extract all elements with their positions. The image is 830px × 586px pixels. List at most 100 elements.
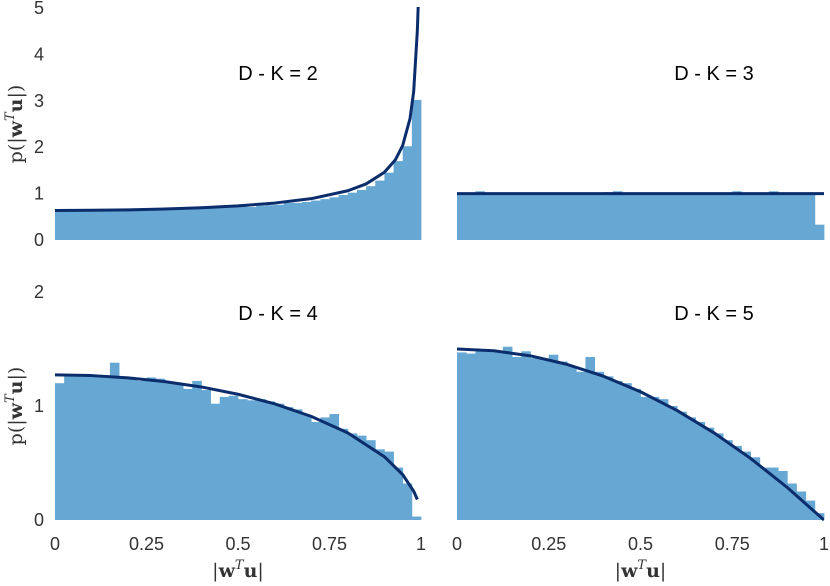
panel-2: D - K = 3 — [457, 63, 825, 240]
histogram-bar — [247, 207, 257, 240]
x-tick-label: 0.5 — [628, 534, 653, 554]
histogram-bar — [658, 192, 669, 240]
histogram-bar — [64, 210, 74, 240]
x-axis-label: |wTu| — [615, 558, 667, 582]
histogram-bar — [219, 396, 230, 520]
histogram-bar — [292, 409, 303, 520]
histogram-bar — [723, 194, 733, 240]
histogram-bar — [55, 211, 65, 240]
histogram-bar — [787, 483, 797, 520]
panel-title: D - K = 5 — [674, 303, 753, 325]
histogram-bar — [375, 449, 385, 520]
histogram-bar — [292, 202, 303, 240]
histogram-bar — [713, 193, 724, 240]
x-axis-label: |wTu| — [212, 558, 264, 582]
histogram-bar — [750, 194, 761, 240]
histogram-bar — [311, 421, 321, 520]
histogram-bar — [201, 390, 211, 520]
histogram-bar — [539, 193, 550, 240]
panel-1: D - K = 2 0 1 2 3 4 5 p(|wTu|) — [3, 0, 422, 250]
histogram-bar — [366, 440, 376, 520]
histogram-bar — [256, 205, 266, 240]
histogram-bar — [759, 467, 770, 520]
histogram-bar — [557, 193, 568, 240]
histogram-bar — [402, 483, 413, 520]
histogram-bar — [704, 194, 715, 240]
x-tick-label: 0.75 — [312, 534, 347, 554]
histogram-bar — [768, 191, 779, 240]
histogram-bar — [778, 193, 788, 240]
histogram-bar — [192, 380, 202, 520]
histogram-bar — [759, 194, 770, 240]
histogram-bar — [384, 172, 394, 240]
x-tick-label: 0 — [452, 534, 462, 554]
y-tick-label: 0 — [34, 510, 44, 530]
histogram-bar — [155, 378, 166, 520]
histogram-bar — [274, 204, 285, 240]
histogram-bar — [805, 193, 816, 240]
histogram-bar — [576, 192, 586, 240]
histogram-bar — [283, 407, 294, 520]
histogram-bar — [393, 161, 404, 240]
panel-title: D - K = 4 — [238, 303, 317, 325]
histogram-bar — [73, 374, 83, 520]
histogram-bar — [64, 376, 74, 520]
histogram-bar — [512, 356, 522, 520]
histogram-bar — [238, 399, 248, 520]
histogram-bar — [493, 193, 504, 240]
panel-3: D - K = 4 0 1 2 0 0.25 0.5 0.75 1 p(|wTu|) |wTu| — [3, 282, 426, 582]
histogram-bar — [530, 193, 540, 240]
histogram-bar — [219, 207, 230, 240]
histogram-bar — [128, 377, 138, 520]
y-tick-label: 4 — [34, 44, 44, 64]
y-axis-label: p(|wTu|) — [3, 367, 27, 446]
x-tick-label: 0 — [50, 534, 60, 554]
histogram-bar — [457, 194, 467, 240]
histogram-bar — [109, 362, 120, 520]
histogram-bar — [356, 435, 367, 520]
panel-4: D - K = 5 0 0.25 0.5 0.75 1 |wTu| — [452, 303, 829, 582]
histogram-bar — [82, 374, 92, 520]
histogram-bar — [164, 383, 175, 520]
histogram-bar — [320, 417, 330, 520]
histogram-bar — [539, 359, 550, 520]
histogram-bar — [119, 210, 129, 240]
histogram-bar — [109, 210, 120, 240]
histogram-bar — [493, 352, 504, 520]
histogram-bar — [375, 180, 385, 240]
histogram-bar — [548, 194, 559, 240]
histogram-bar — [778, 470, 788, 520]
histogram-bar — [677, 193, 687, 240]
histogram-bar — [814, 224, 825, 240]
histogram-bar — [576, 371, 586, 520]
x-tick-label: 0.25 — [531, 534, 566, 554]
histogram-bar — [622, 194, 632, 240]
histogram-bar — [329, 197, 340, 240]
histogram-bar — [384, 451, 394, 520]
density-curve — [457, 347, 824, 521]
histogram-bar — [347, 433, 358, 520]
x-tick-label: 0.5 — [225, 534, 250, 554]
histogram-bar — [567, 194, 577, 240]
y-tick-label: 0 — [34, 230, 44, 250]
histogram-bar — [466, 193, 476, 240]
panel-title: D - K = 2 — [238, 63, 317, 85]
histogram-bar — [695, 194, 706, 240]
histogram-bar — [137, 380, 147, 520]
histogram-bar — [484, 194, 495, 240]
histogram-bar — [173, 208, 184, 240]
histogram-bar — [732, 445, 742, 520]
histogram-bar — [55, 383, 65, 520]
histogram-bar — [402, 146, 413, 240]
histogram-bar — [73, 210, 83, 240]
y-tick-label: 1 — [34, 396, 44, 416]
histogram-bar — [173, 384, 184, 520]
histogram-bar — [796, 491, 807, 520]
histogram-bar — [228, 395, 239, 520]
histogram-bar — [677, 411, 687, 520]
histogram-bar — [713, 433, 724, 520]
histogram-bar — [320, 199, 330, 240]
histogram-bar — [274, 403, 285, 520]
histogram-bar — [557, 361, 568, 520]
density-curve — [55, 7, 420, 212]
